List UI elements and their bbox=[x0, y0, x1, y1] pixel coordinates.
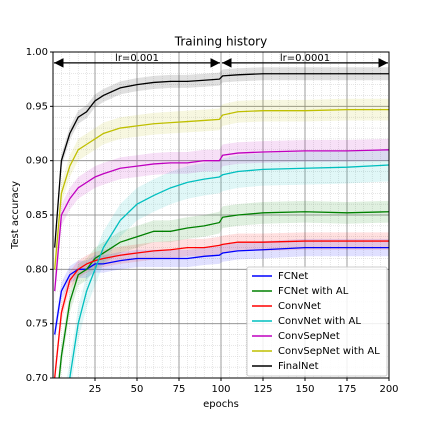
x-tick-label: 25 bbox=[89, 384, 102, 395]
y-tick-label: 0.90 bbox=[26, 156, 48, 167]
legend-label: ConvNet bbox=[278, 301, 321, 312]
error-band bbox=[54, 232, 389, 378]
chart-title: Training history bbox=[174, 35, 267, 49]
y-tick-label: 0.85 bbox=[26, 210, 48, 221]
x-tick-label: 150 bbox=[295, 384, 314, 395]
legend-label: FCNet bbox=[278, 271, 308, 282]
y-tick-label: 0.70 bbox=[26, 373, 48, 384]
series-line bbox=[54, 73, 389, 248]
plot-area bbox=[54, 67, 389, 378]
legend-label: FinalNet bbox=[278, 361, 319, 372]
legend-label: ConvSepNet bbox=[278, 331, 340, 342]
x-tick-label: 50 bbox=[131, 384, 144, 395]
y-tick-label: 0.75 bbox=[26, 319, 48, 330]
error-band bbox=[54, 138, 389, 302]
legend-label: ConvSepNet with AL bbox=[278, 346, 380, 357]
x-tick-label: 175 bbox=[337, 384, 356, 395]
series-line bbox=[54, 246, 389, 335]
x-tick-label: 75 bbox=[173, 384, 186, 395]
y-tick-label: 1.00 bbox=[26, 47, 48, 58]
plot-frame bbox=[52, 51, 390, 379]
error-band bbox=[54, 98, 389, 281]
x-tick-label: 200 bbox=[379, 384, 398, 395]
y-axis-label: Test accuracy bbox=[10, 181, 21, 250]
error-band bbox=[54, 238, 389, 344]
x-tick-label: 100 bbox=[211, 384, 230, 395]
x-tick-label: 125 bbox=[253, 384, 272, 395]
series-line bbox=[54, 240, 389, 378]
y-tick-label: 0.80 bbox=[26, 264, 48, 275]
legend-box bbox=[246, 266, 388, 377]
series-line bbox=[54, 108, 389, 270]
annotation-text: lr=0.001 bbox=[115, 53, 159, 64]
y-tick-label: 0.95 bbox=[26, 101, 48, 112]
error-band bbox=[58, 200, 389, 378]
legend-label: ConvNet with AL bbox=[278, 316, 361, 327]
legend-label: FCNet with AL bbox=[278, 286, 349, 297]
annotation-text: lr=0.0001 bbox=[280, 53, 330, 64]
series-line bbox=[69, 164, 389, 378]
error-band bbox=[66, 148, 389, 378]
series-line bbox=[58, 211, 389, 378]
series-line bbox=[54, 149, 389, 292]
x-axis-label: epochs bbox=[203, 399, 239, 410]
